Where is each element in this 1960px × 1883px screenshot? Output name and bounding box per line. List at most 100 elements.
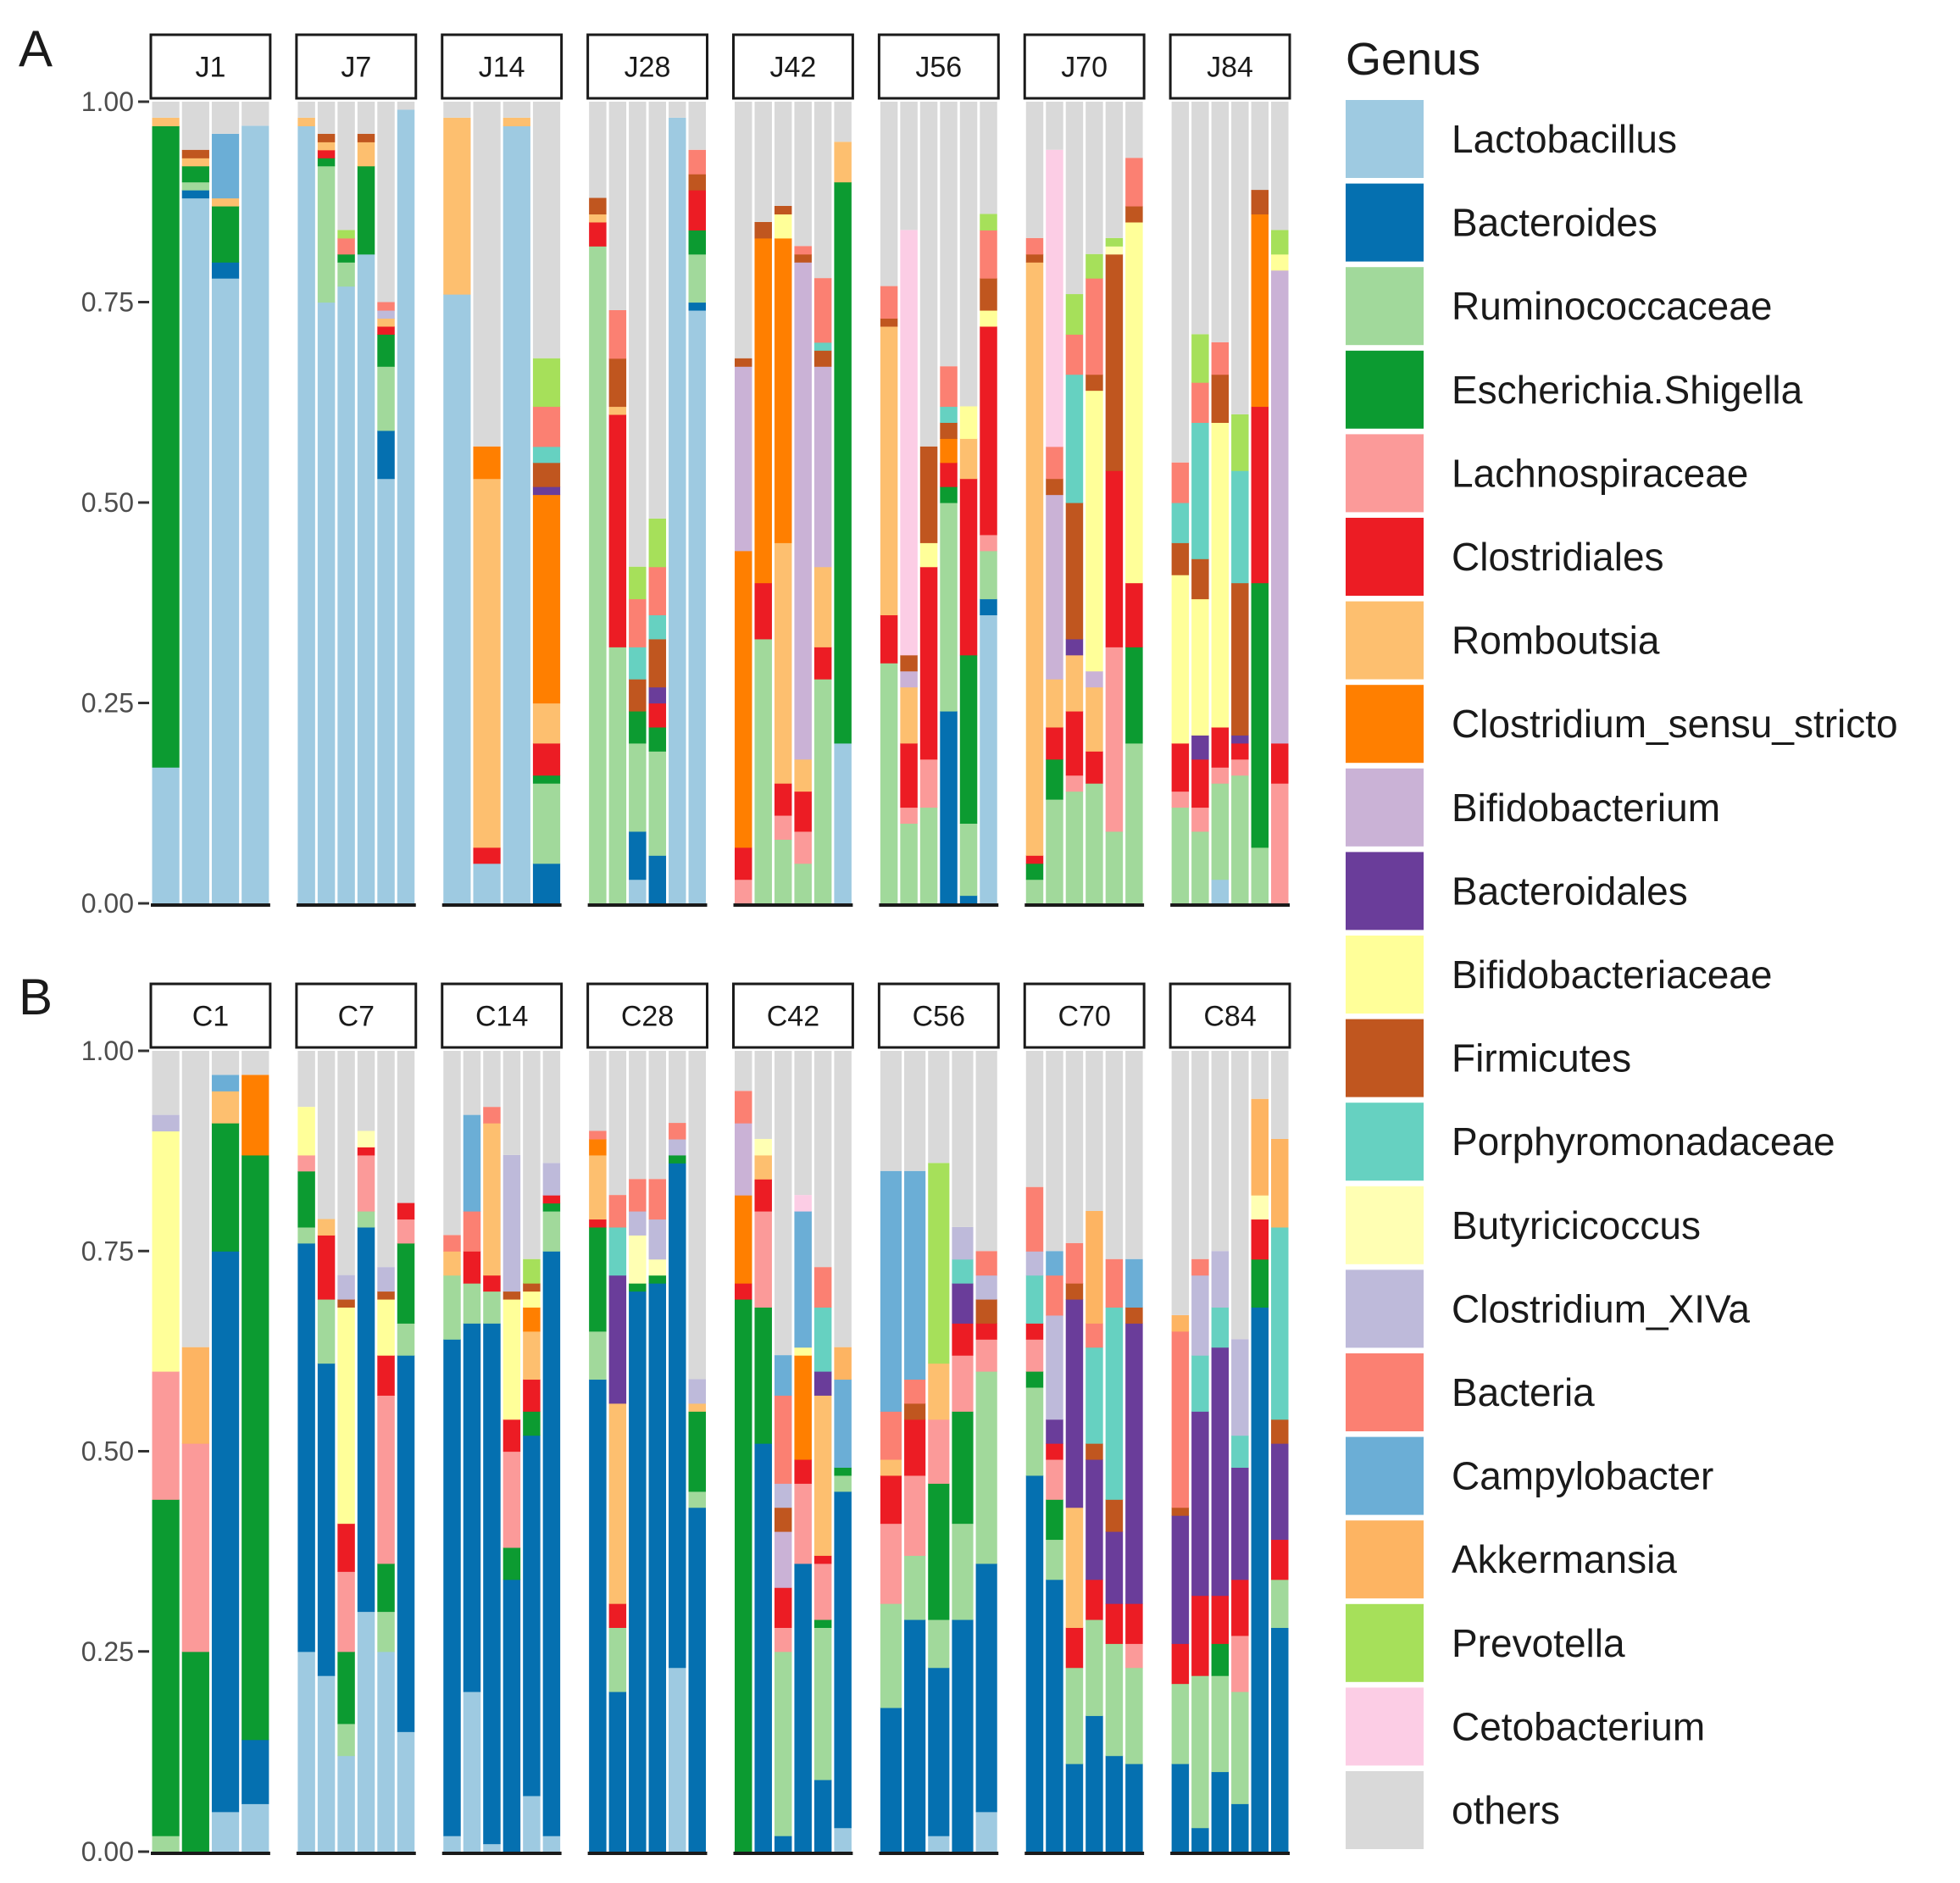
facet-strip bbox=[441, 33, 564, 100]
segment-firmicutes bbox=[1211, 374, 1230, 423]
segment-lachnospiraceae bbox=[1046, 1458, 1063, 1500]
legend-item-lachnospiraceae: Lachnospiraceae bbox=[1346, 434, 1748, 513]
facet-label: C84 bbox=[1203, 1001, 1256, 1033]
sample-bar bbox=[1046, 102, 1063, 904]
segment-bacteroides bbox=[880, 1707, 902, 1852]
y-tick-label: 1.00 bbox=[81, 1036, 134, 1066]
segment-escherichia-shigella bbox=[523, 1411, 541, 1436]
segment-clostridium-xiva bbox=[975, 1275, 997, 1300]
segment-firmicutes bbox=[735, 358, 752, 367]
segment-lactobacillus bbox=[669, 1667, 686, 1852]
segment-firmicutes bbox=[1125, 205, 1143, 223]
sample-bar bbox=[337, 1051, 355, 1852]
segment-lactobacillus bbox=[473, 863, 501, 904]
segment-others bbox=[397, 1051, 415, 1203]
sample-bar bbox=[774, 102, 792, 904]
segment-clostridiales bbox=[1231, 1579, 1249, 1636]
sample-bar bbox=[211, 102, 240, 904]
segment-bacteroides bbox=[443, 1339, 461, 1836]
legend-label: Prevotella bbox=[1452, 1621, 1625, 1665]
segment-escherichia-shigella bbox=[211, 205, 240, 263]
facet-background bbox=[587, 102, 708, 903]
segment-ruminococcaceae bbox=[1251, 847, 1269, 904]
segment-campylobacter bbox=[774, 1355, 792, 1396]
legend-item-romboutsia: Romboutsia bbox=[1346, 601, 1660, 680]
segment-clostridium-xiva bbox=[337, 1275, 355, 1300]
sample-bar bbox=[688, 102, 706, 904]
legend-item-prevotella: Prevotella bbox=[1346, 1603, 1625, 1682]
segment-escherichia-shigella bbox=[629, 1283, 647, 1292]
facet-strip bbox=[1023, 33, 1146, 100]
segment-lactobacillus bbox=[975, 1811, 997, 1852]
segment-lachnospiraceae bbox=[900, 807, 918, 824]
segment-others bbox=[629, 102, 647, 567]
segment-others bbox=[688, 102, 706, 150]
segment-lactobacillus bbox=[357, 1611, 375, 1852]
sample-bar bbox=[317, 102, 336, 904]
segment-bacteroides bbox=[1125, 1764, 1143, 1852]
sample-bar bbox=[880, 1051, 902, 1852]
segment-others bbox=[377, 102, 395, 303]
segment-bacteria bbox=[532, 406, 561, 447]
legend-swatch bbox=[1346, 1353, 1424, 1431]
segment-bacteroidales bbox=[1105, 1531, 1124, 1604]
sample-bar bbox=[1085, 102, 1103, 904]
segment-lactobacillus bbox=[443, 1836, 461, 1852]
segment-bifidobacteriaceae bbox=[1125, 221, 1143, 584]
segment-clostridiales bbox=[532, 742, 561, 776]
segment-akkermansia bbox=[1171, 1314, 1190, 1332]
segment-others bbox=[152, 1051, 180, 1115]
segment-bifidobacterium bbox=[794, 262, 812, 760]
segment-ruminococcaceae bbox=[297, 1226, 315, 1244]
segment-clostridiales bbox=[463, 1251, 481, 1284]
segment-others bbox=[1191, 102, 1209, 335]
segment-clostridiales bbox=[1171, 1643, 1190, 1685]
segment-lactobacillus bbox=[211, 278, 240, 904]
segment-bacteria bbox=[735, 1091, 752, 1124]
segment-others bbox=[1065, 102, 1084, 295]
segment-bifidobacterium bbox=[1085, 670, 1103, 688]
legend-item-cetobacterium: Cetobacterium bbox=[1346, 1687, 1705, 1766]
legend-swatch bbox=[1346, 685, 1424, 764]
segment-romboutsia bbox=[317, 1219, 336, 1236]
segment-porphyromonadaceae bbox=[1025, 1275, 1044, 1324]
segment-clostridiales bbox=[317, 1235, 336, 1300]
legend-swatch bbox=[1346, 1186, 1424, 1264]
segment-others bbox=[1271, 1051, 1289, 1139]
facet-label: J14 bbox=[479, 52, 525, 84]
legend-item-clostridium-sensu-stricto: Clostridium_sensu_stricto bbox=[1346, 685, 1898, 764]
segment-lactobacillus bbox=[483, 1843, 501, 1852]
segment-clostridium-sensu-stricto bbox=[242, 1075, 269, 1156]
segment-lactobacillus bbox=[397, 1731, 415, 1852]
segment-firmicutes bbox=[774, 1507, 792, 1532]
legend-label: Lactobacillus bbox=[1452, 117, 1677, 161]
sample-bar bbox=[377, 1051, 395, 1852]
segment-clostridiales bbox=[1105, 470, 1124, 647]
segment-bifidobacterium bbox=[735, 366, 752, 552]
segment-escherichia-shigella bbox=[152, 1499, 180, 1836]
legend-item-butyricicoccus: Butyricicoccus bbox=[1346, 1186, 1701, 1264]
sample-bar bbox=[959, 102, 978, 904]
segment-bacteroides bbox=[794, 1563, 812, 1852]
segment-lactobacillus bbox=[523, 1795, 541, 1852]
segment-lactobacillus bbox=[337, 286, 355, 904]
segment-bacteroidales bbox=[1065, 638, 1084, 656]
segment-romboutsia bbox=[589, 214, 607, 223]
segment-others bbox=[211, 1051, 240, 1075]
segment-ruminococcaceae bbox=[1046, 1539, 1063, 1580]
sample-bar bbox=[1171, 1051, 1190, 1852]
segment-escherichia-shigella bbox=[181, 165, 209, 183]
segment-others bbox=[317, 1051, 336, 1219]
sample-bar bbox=[952, 1051, 974, 1852]
segment-escherichia-shigella bbox=[1251, 582, 1269, 848]
segment-clostridiales bbox=[1171, 742, 1190, 792]
segment-bacteroides bbox=[297, 1242, 315, 1652]
segment-escherichia-shigella bbox=[337, 1651, 355, 1725]
segment-others bbox=[880, 102, 898, 286]
segment-lactobacillus bbox=[443, 294, 471, 904]
segment-ruminococcaceae bbox=[940, 503, 958, 712]
segment-bacteria bbox=[774, 1395, 792, 1484]
segment-clostridium-sensu-stricto bbox=[754, 237, 772, 584]
segment-clostridium-sensu-stricto bbox=[735, 1195, 752, 1284]
segment-ruminococcaceae bbox=[532, 783, 561, 864]
